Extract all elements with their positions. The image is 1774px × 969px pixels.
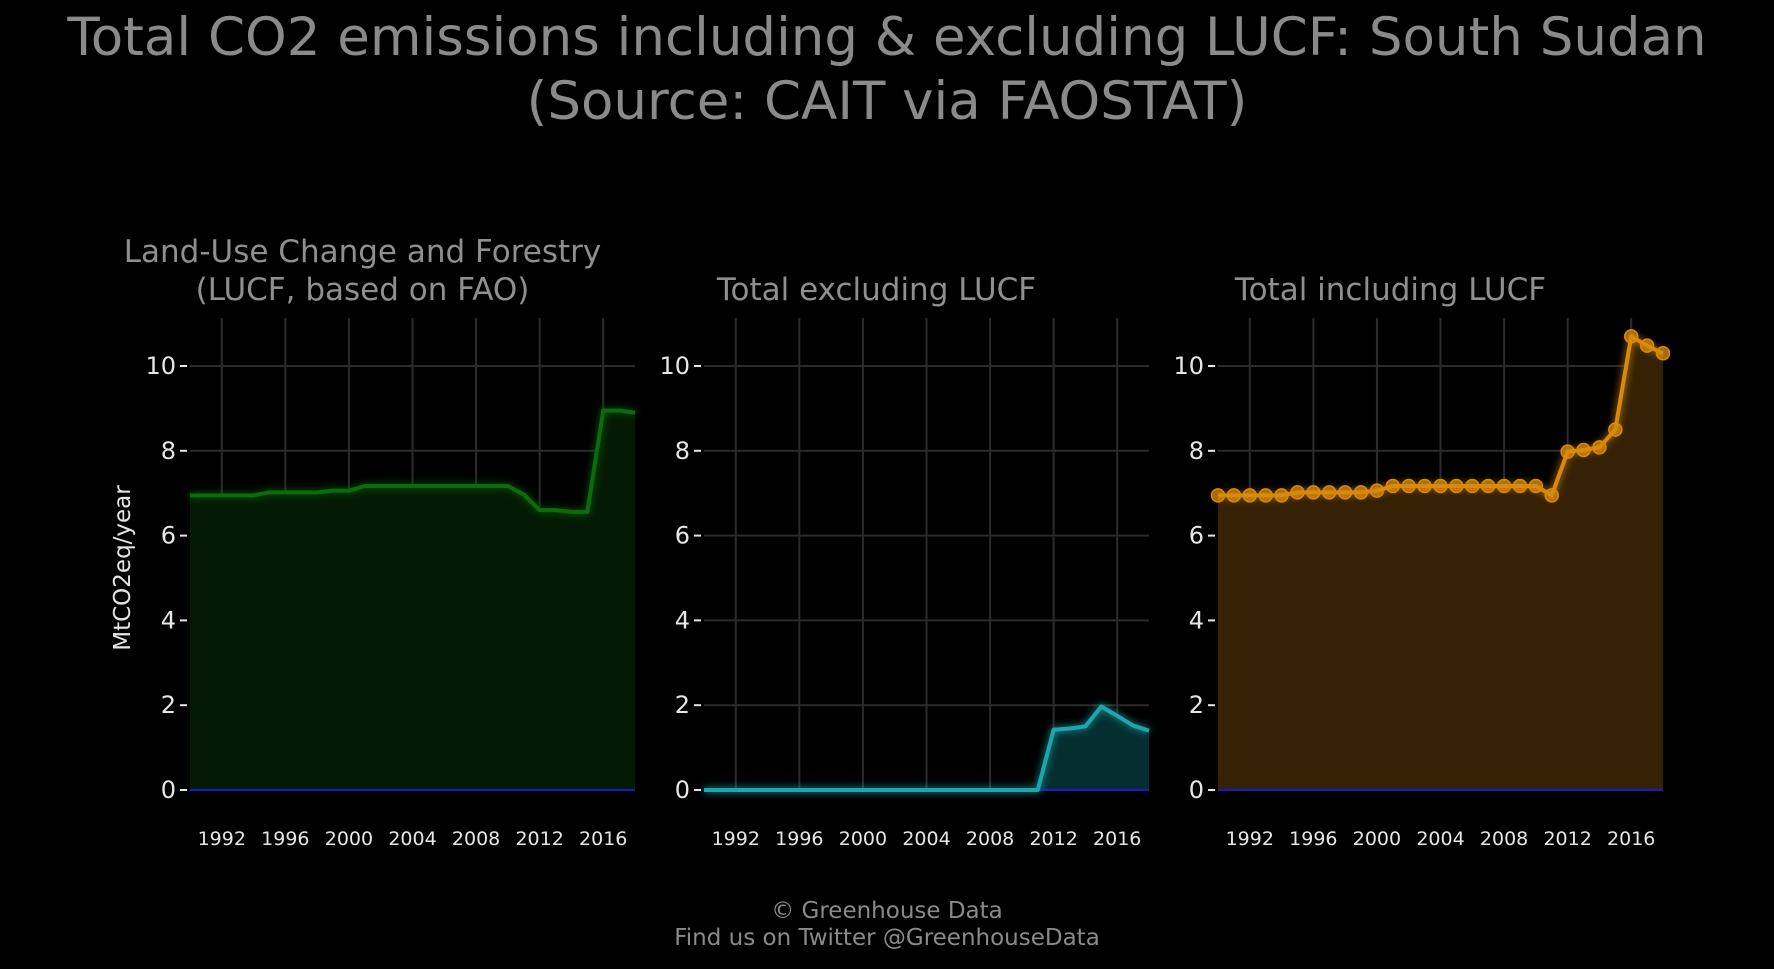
panel-title-line-1: Land-Use Change and Forestry xyxy=(124,234,602,270)
y-tick-label: 2 xyxy=(675,691,690,719)
data-point xyxy=(1337,485,1353,500)
copyright-text: © Greenhouse Data xyxy=(771,898,1003,924)
data-point xyxy=(1576,442,1591,458)
x-tick-label: 2008 xyxy=(966,828,1014,850)
x-tick-label: 2012 xyxy=(1029,828,1077,850)
y-tick-label: 6 xyxy=(161,522,176,550)
x-tick-label: 2000 xyxy=(325,828,373,850)
data-point xyxy=(1496,478,1512,494)
data-point xyxy=(1449,478,1464,494)
chart-title-line-1: Total CO2 emissions including & excludin… xyxy=(67,7,1707,68)
chart-title: Total CO2 emissions including & excludin… xyxy=(0,6,1774,134)
data-point xyxy=(1480,478,1496,494)
x-tick-label: 2016 xyxy=(579,828,627,850)
series-area xyxy=(190,410,635,790)
x-tick-label: 2004 xyxy=(902,828,950,850)
data-point xyxy=(1608,422,1623,437)
series-area xyxy=(704,706,1149,790)
series-line xyxy=(190,408,636,514)
panel-3: 0 2 4 6 8 10 1992 1996 2000 2004 2008 2012 2016 Total… xyxy=(1173,272,1671,850)
data-point xyxy=(1274,488,1289,503)
panel-1: 0 2 4 6 8 10 1992 1996 2000 2004 2008 2012 2016 Land-… xyxy=(110,234,636,850)
data-point xyxy=(1639,338,1655,353)
y-tick-label: 4 xyxy=(1189,606,1204,634)
y-tick-label: 2 xyxy=(1189,691,1204,719)
data-point xyxy=(1322,485,1337,500)
y-tick-label: 0 xyxy=(1189,776,1204,804)
x-tick-label: 2008 xyxy=(1480,828,1528,850)
x-tick-label: 1992 xyxy=(1226,828,1274,850)
data-point xyxy=(1592,440,1607,455)
panel-title-line-2: (LUCF, based on FAO) xyxy=(196,272,530,308)
x-tick-label: 1996 xyxy=(1289,828,1337,850)
data-point xyxy=(1544,488,1559,503)
panel-title-line-2: Total including LUCF xyxy=(1234,272,1546,308)
data-point xyxy=(1210,488,1226,503)
x-tick-label: 2012 xyxy=(1543,828,1591,850)
x-tick-label: 2016 xyxy=(1607,828,1655,850)
y-tick-label: 0 xyxy=(161,776,176,804)
data-point xyxy=(1385,478,1401,494)
y-tick-label: 10 xyxy=(145,352,176,380)
y-tick-label: 10 xyxy=(659,352,690,380)
twitter-text: Find us on Twitter @GreenhouseData xyxy=(674,925,1100,951)
data-point xyxy=(1306,485,1321,500)
data-point xyxy=(1623,329,1639,344)
data-point xyxy=(1258,488,1273,503)
series-area xyxy=(1218,336,1663,790)
y-tick-label: 8 xyxy=(675,437,690,465)
x-tick-label: 2008 xyxy=(452,828,500,850)
data-point xyxy=(1528,478,1544,494)
chart-title-line-2: (Source: CAIT via FAOSTAT) xyxy=(526,71,1248,132)
data-point xyxy=(1401,478,1416,494)
x-tick-label: 2016 xyxy=(1093,828,1141,850)
x-tick-label: 1996 xyxy=(261,828,309,850)
x-tick-label: 1992 xyxy=(198,828,246,850)
data-point xyxy=(1353,485,1369,500)
data-point xyxy=(1655,346,1671,361)
x-tick-label: 1992 xyxy=(712,828,760,850)
x-tick-label: 2000 xyxy=(1353,828,1401,850)
y-tick-label: 2 xyxy=(161,691,176,719)
y-axis-label: MtCO2eq/year xyxy=(110,485,136,651)
data-point xyxy=(1417,478,1432,494)
data-point xyxy=(1290,485,1305,500)
data-point xyxy=(1433,478,1448,494)
credits: © Greenhouse Data Find us on Twitter @Gr… xyxy=(0,898,1774,952)
data-point xyxy=(1226,488,1242,503)
data-point xyxy=(1560,444,1575,459)
y-tick-label: 4 xyxy=(161,606,176,634)
panel-2: 0 2 4 6 8 10 1992 1996 2000 2004 2008 2012 2016 Total… xyxy=(659,272,1150,850)
y-tick-label: 8 xyxy=(1189,437,1204,465)
data-point xyxy=(1369,483,1385,498)
y-tick-label: 4 xyxy=(675,606,690,634)
x-tick-label: 2012 xyxy=(515,828,563,850)
y-tick-label: 10 xyxy=(1173,352,1204,380)
x-tick-label: 2004 xyxy=(388,828,436,850)
data-point xyxy=(1512,478,1528,494)
y-tick-label: 6 xyxy=(1189,522,1204,550)
panel-title-line-2: Total excluding LUCF xyxy=(716,272,1036,308)
y-tick-label: 0 xyxy=(675,776,690,804)
y-tick-label: 8 xyxy=(161,437,176,465)
x-tick-label: 2004 xyxy=(1416,828,1464,850)
series-line xyxy=(704,704,1150,792)
x-tick-label: 2000 xyxy=(839,828,887,850)
y-tick-label: 6 xyxy=(675,522,690,550)
data-point xyxy=(1242,488,1258,503)
x-tick-label: 1996 xyxy=(775,828,823,850)
data-point xyxy=(1465,478,1480,494)
